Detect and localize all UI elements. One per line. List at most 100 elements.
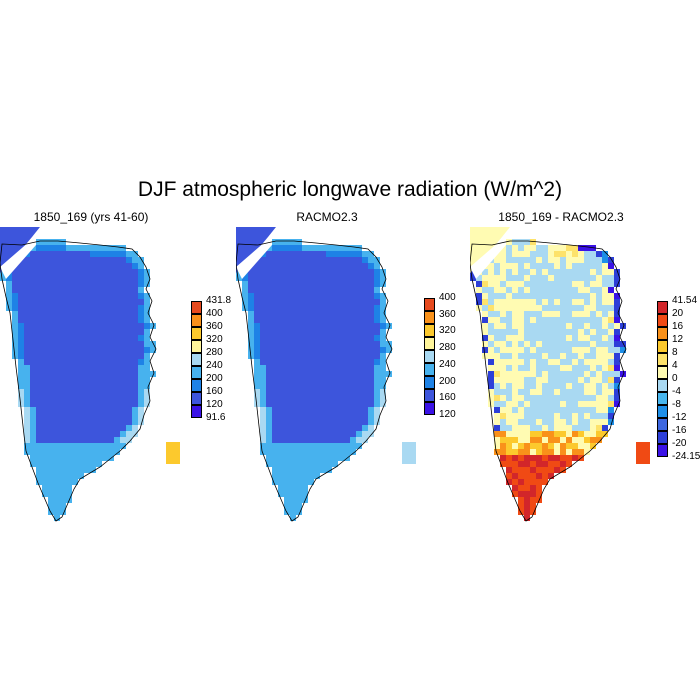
grid-cell [290,377,296,383]
coastline [470,240,627,522]
grid-cell [12,329,18,335]
grid-cell [590,443,596,449]
grid-cell [284,377,290,383]
grid-cell [536,311,542,317]
grid-cell [344,449,350,455]
grid-cell [132,329,138,335]
grid-cell [12,275,18,281]
grid-cell [350,281,356,287]
grid-cell [54,341,60,347]
grid-cell [72,305,78,311]
grid-cell [530,473,536,479]
grid-cell [320,293,326,299]
grid-cell [368,257,374,263]
grid-cell [512,251,518,257]
grid-cell [308,251,314,257]
grid-cell [524,467,530,473]
grid-cell [578,299,584,305]
grid-cell [566,269,572,275]
grid-cell [36,431,42,437]
grid-cell [108,353,114,359]
grid-cell [48,389,54,395]
panel-model: 1850_169 (yrs 41-60) [0,210,182,530]
grid-cell [536,491,542,497]
grid-cell [108,401,114,407]
grid-cell [72,275,78,281]
grid-cell [512,395,518,401]
grid-cell [356,335,362,341]
grid-cell [48,251,54,257]
grid-cell [482,341,488,347]
grid-cell [18,317,24,323]
grid-cell [512,293,518,299]
grid-cell [72,263,78,269]
grid-cell [302,347,308,353]
grid-cell [368,335,374,341]
grid-cell [48,335,54,341]
grid-cell [554,389,560,395]
grid-cell [260,401,266,407]
grid-cell [350,293,356,299]
grid-cell [242,281,248,287]
grid-cell [350,329,356,335]
grid-cell [248,287,254,293]
grid-cell [596,419,602,425]
grid-cell [494,443,500,449]
grid-cell [536,305,542,311]
grid-cell [596,251,602,257]
grid-cell [126,341,132,347]
grid-cell [326,305,332,311]
grid-cell [48,275,54,281]
grid-cell [60,389,66,395]
grid-cell [524,461,530,467]
grid-cell [260,395,266,401]
grid-cell [90,401,96,407]
grid-cell [506,437,512,443]
grid-cell [332,371,338,377]
grid-cell [572,401,578,407]
grid-cell [542,329,548,335]
nares-strait [470,241,506,279]
grid-cell [42,269,48,275]
grid-cell [590,365,596,371]
grid-cell [72,425,78,431]
grid-cell [506,461,512,467]
grid-cell [368,323,374,329]
grid-cell [596,407,602,413]
grid-cell [260,413,266,419]
grid-cell [332,251,338,257]
grid-cell [572,407,578,413]
grid-cell [42,425,48,431]
grid-cell [18,341,24,347]
grid-cell [278,389,284,395]
grid-cell [290,299,296,305]
grid-cell [302,335,308,341]
grid-cell [314,377,320,383]
grid-cell [338,419,344,425]
grid-cell [536,251,542,257]
grid-cell [518,281,524,287]
grid-cell [24,365,30,371]
grid-cell [380,371,386,377]
grid-cell [308,257,314,263]
grid-cell [530,287,536,293]
grid-cell [96,419,102,425]
grid-cell [482,347,488,353]
grid-cell [30,293,36,299]
grid-cell [278,485,284,491]
grid-cell [578,257,584,263]
grid-cell [512,329,518,335]
grid-cell [36,461,42,467]
grid-cell [530,407,536,413]
grid-cell [362,419,368,425]
grid-cell [584,251,590,257]
grid-cell [476,275,482,281]
grid-cell [60,467,66,473]
grid-cell [72,347,78,353]
grid-cell [126,407,132,413]
grid-cell [102,317,108,323]
grid-cell [260,305,266,311]
grid-cell [488,281,494,287]
grid-cell [506,443,512,449]
grid-cell [254,347,260,353]
